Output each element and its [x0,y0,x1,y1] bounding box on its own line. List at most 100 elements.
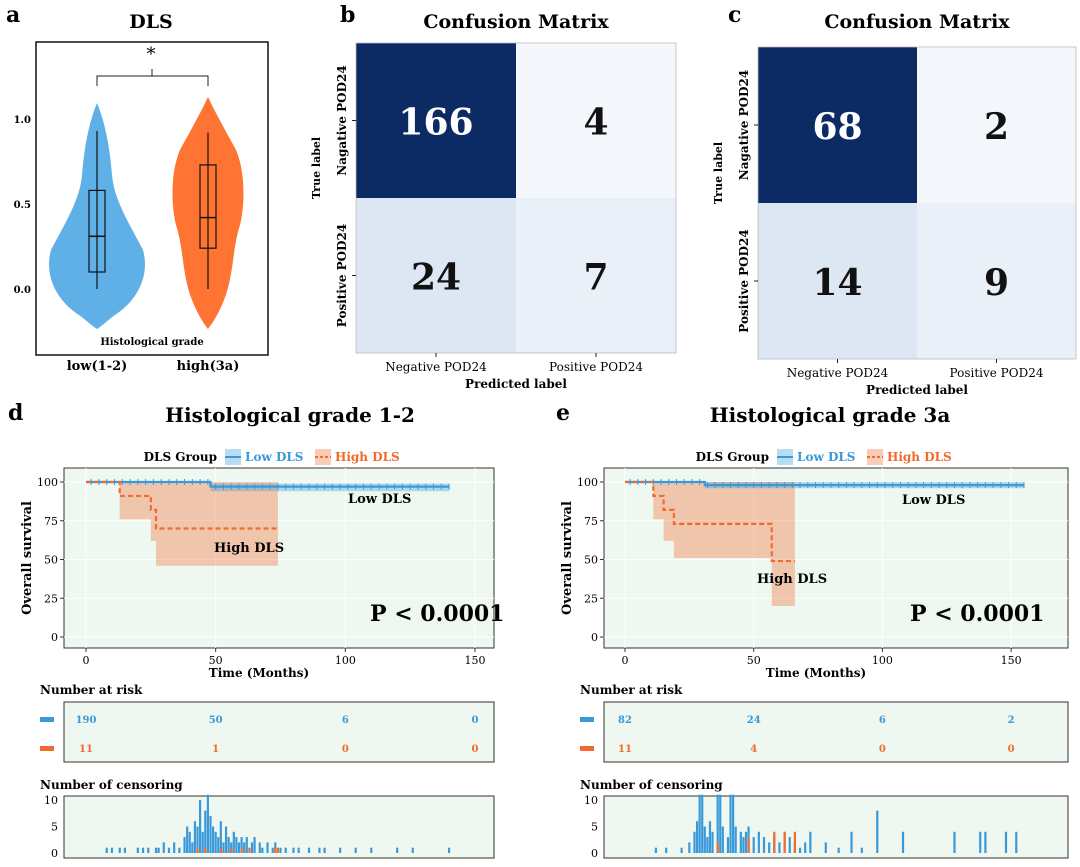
panel-label-e: e [556,400,570,426]
panel-label-a: a [6,2,20,28]
km-plot-area [63,467,495,649]
curve-label-high: High DLS [757,572,827,587]
p-value: P < 0.0001 [910,601,1045,627]
legend-title: DLS Group [696,450,769,464]
curve-high [625,480,795,563]
censoring-bar-low [734,826,737,853]
censoring-bar-low [901,831,905,853]
censoring-bar-low [757,831,760,853]
cm-xlabel: Predicted label [866,383,968,397]
risk-high-value: 11 [79,744,93,755]
x-tick-label: 50 [209,654,223,667]
censoring-bar-low [261,847,264,853]
panel-e: Histological grade 3a DLS Group Low DLS Hig… [560,403,1069,860]
censoring-bar-low [211,826,215,853]
censoring-bar-low [323,847,326,853]
y-tick-label: 75 [584,515,598,528]
censoring-bar-low [250,842,254,853]
panel-c: Confusion Matrix 68 2 14 9 Negative POD24 Posi… [712,11,1077,397]
y-tick-label: 100 [577,476,598,489]
censoring-bar-low [447,847,451,853]
cm-col-label: Negative POD24 [787,366,889,380]
censoring-frame [603,795,1069,859]
censoring-bar-low [953,831,956,853]
km-xlabel: Time (Months) [766,666,866,680]
censoring-bar-low [824,842,827,853]
x-tick-label: 150 [465,654,486,667]
censoring-bar-low [235,837,238,853]
censoring-bar-high [716,842,719,853]
cm-cell [917,203,1076,359]
legend-high-label: High DLS [887,450,952,464]
risk-low-swatch [40,717,54,722]
risk-high-value: 0 [472,744,479,755]
censoring-bar-low [232,831,235,853]
censoring-bar-low [688,842,691,853]
risk-low-value: 0 [472,715,479,726]
censoring-title: Number of censoring [40,778,183,792]
censoring-bar-low [680,847,683,853]
cm-cell-value: 7 [583,257,608,299]
cm-row-label: Nagative POD24 [335,65,349,175]
cm-cell-value: 166 [398,102,473,144]
cm-cell [758,203,917,359]
censoring-bar-high [773,831,776,853]
censoring-y-tick-label: 0 [51,847,58,860]
cm-cell [356,198,516,353]
censoring-bar-low [318,847,321,853]
censoring-bar-low [768,842,771,853]
censoring-bar-low [698,794,701,853]
censoring-bar-low [162,842,165,853]
censoring-bar-low [183,837,186,853]
censoring-bar-low [214,831,217,853]
cm-cell [356,43,516,198]
km-xlabel: Time (Months) [209,666,309,680]
censoring-y-tick-label: 10 [44,794,58,807]
risk-low-value: 6 [342,715,349,726]
curve-label-low: Low DLS [902,493,965,508]
significance-label: * [147,44,156,65]
box-1 [199,164,217,249]
censoring-bar-low [191,842,194,853]
censoring-bar-high [783,831,786,853]
risk-low-swatch [580,717,594,722]
cm-cell-value: 2 [984,106,1009,148]
cm-cell-value: 4 [583,102,608,144]
panel-a-title: DLS [129,11,173,33]
censoring-bar-low [110,847,114,853]
censoring-bar-low [850,831,853,853]
censoring-bar-low [703,826,706,853]
risk-high-value: 0 [879,744,886,755]
boxplots [88,130,217,289]
risk-high-value: 4 [750,744,757,755]
km-plot-area [603,467,1069,649]
censoring-bar-low [227,837,230,853]
x-tick-label: 0 [622,654,629,667]
censoring-bar-low [284,847,287,853]
censoring-bar-low [716,794,719,853]
censoring-bar-low [196,826,199,853]
category-label-low: low(1-2) [67,359,128,374]
cm-col-label: Positive POD24 [950,366,1044,380]
censoring-bar-low [224,826,228,853]
legend-low-label: Low DLS [797,450,855,464]
censoring-bar-high [793,831,796,853]
risk-low-value: 190 [76,715,97,726]
censoring-frame [63,795,495,859]
censoring-bar-low [411,847,414,853]
cm-cell [758,47,917,203]
censoring-bar-low [136,847,139,853]
cm-title: Confusion Matrix [423,11,609,33]
risk-low-value: 50 [209,715,223,726]
y-tick-label: 25 [584,592,598,605]
censoring-bar-low [979,831,982,853]
risk-high-value: 0 [1008,744,1015,755]
censoring-bar-low [188,831,191,853]
panel-b: Confusion Matrix 166 4 24 7 Negative POD24 Pos… [310,11,677,391]
panel-label-b: b [340,2,355,28]
y-tick-label: 0.5 [14,200,31,211]
censoring-bar-low [243,842,246,853]
panel-a-y-ticks: 0.0 0.5 1.0 [14,115,31,296]
